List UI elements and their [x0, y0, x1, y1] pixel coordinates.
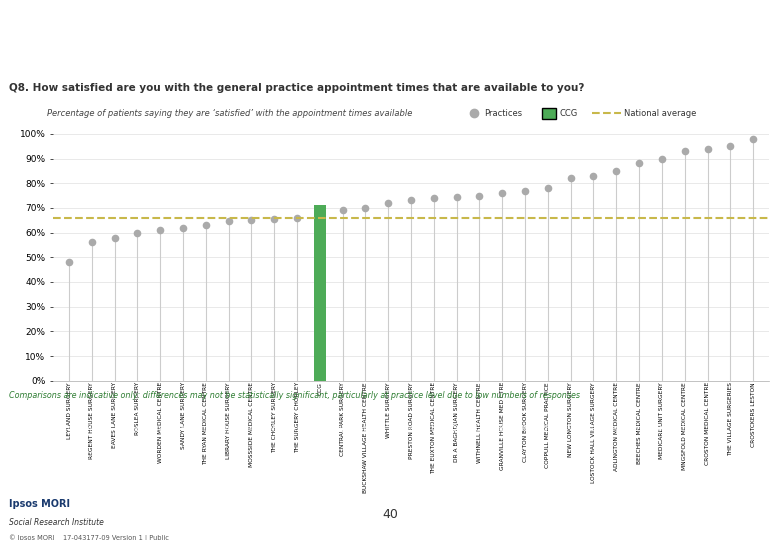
Text: Social Research Institute: Social Research Institute	[9, 518, 105, 528]
Text: Q8. How satisfied are you with the general practice appointment times that are a: Q8. How satisfied are you with the gener…	[9, 84, 585, 93]
Text: Ipsos MORI: Ipsos MORI	[9, 499, 70, 509]
Text: CCG: CCG	[560, 109, 578, 118]
Bar	[314, 205, 326, 381]
Text: Base: All those completing a questionnaire excluding ‘I’m not sure when I can ge: Base: All those completing a questionnai…	[9, 424, 519, 433]
Text: Satisfaction with appointment times:: Satisfaction with appointment times:	[9, 18, 386, 36]
Text: how the CCG’s practices compare: how the CCG’s practices compare	[9, 45, 349, 63]
FancyBboxPatch shape	[542, 107, 556, 119]
Text: National average: National average	[625, 109, 697, 118]
Text: Practices: Practices	[484, 109, 523, 118]
Text: © Ipsos MORI    17-043177-09 Version 1 | Public: © Ipsos MORI 17-043177-09 Version 1 | Pu…	[9, 534, 169, 540]
Text: %Satisfied = % Very satisfied + % Fairly satisfied: %Satisfied = % Very satisfied + % Fairly…	[507, 424, 697, 433]
Text: Practice bases range from 77 to 117: Practice bases range from 77 to 117	[9, 453, 149, 461]
Text: Percentage of patients saying they are ‘satisfied’ with the appointment times av: Percentage of patients saying they are ‘…	[47, 109, 412, 118]
Text: 40: 40	[382, 508, 398, 521]
Text: Comparisons are indicative only: differences may not be statistically significan: Comparisons are indicative only: differe…	[9, 391, 580, 400]
